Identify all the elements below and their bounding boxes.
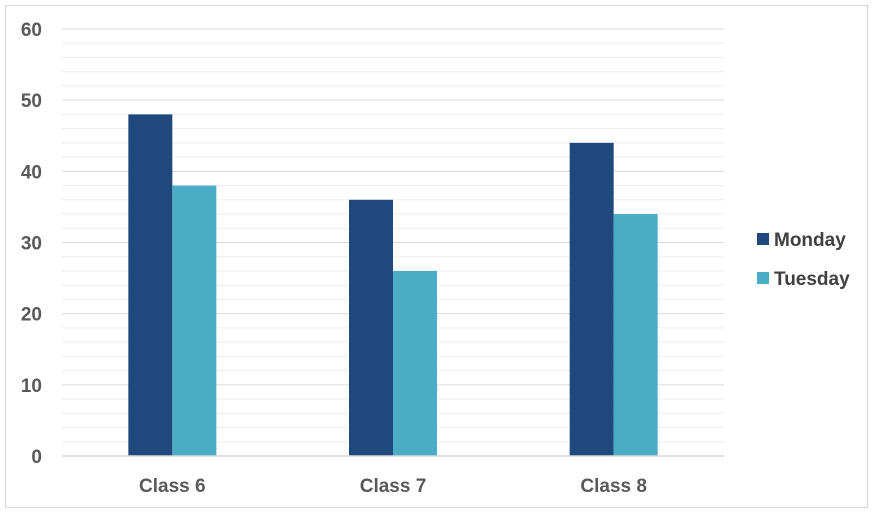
legend-swatch-tuesday — [757, 272, 769, 284]
y-tick-label: 50 — [21, 91, 42, 112]
bar-tuesday-2 — [393, 270, 437, 456]
bars — [128, 114, 658, 457]
y-tick-label: 40 — [21, 162, 42, 183]
bar-tuesday-3 — [613, 214, 658, 456]
x-tick-label: Class 8 — [580, 476, 647, 497]
legend-label-tuesday: Tuesday — [774, 269, 850, 290]
legend: Monday Tuesday — [757, 230, 850, 290]
legend-label-monday: Monday — [774, 230, 846, 251]
x-tick-label: Class 6 — [139, 476, 206, 497]
legend-swatch-monday — [757, 233, 769, 245]
x-tick-label: Class 7 — [360, 476, 427, 497]
x-tick-labels: Class 6 Class 7 Class 8 — [139, 476, 647, 497]
y-tick-label: 60 — [21, 20, 42, 41]
bar-tuesday-1 — [172, 185, 217, 457]
y-tick-label: 10 — [21, 376, 42, 397]
bar-monday-2 — [349, 199, 393, 457]
bar-monday-3 — [569, 142, 614, 456]
y-tick-label: 20 — [21, 305, 42, 326]
y-tick-label: 0 — [31, 447, 42, 468]
y-tick-labels: 0 10 20 30 40 50 60 — [21, 20, 42, 468]
bar-monday-1 — [128, 114, 173, 457]
y-tick-label: 30 — [21, 234, 42, 255]
